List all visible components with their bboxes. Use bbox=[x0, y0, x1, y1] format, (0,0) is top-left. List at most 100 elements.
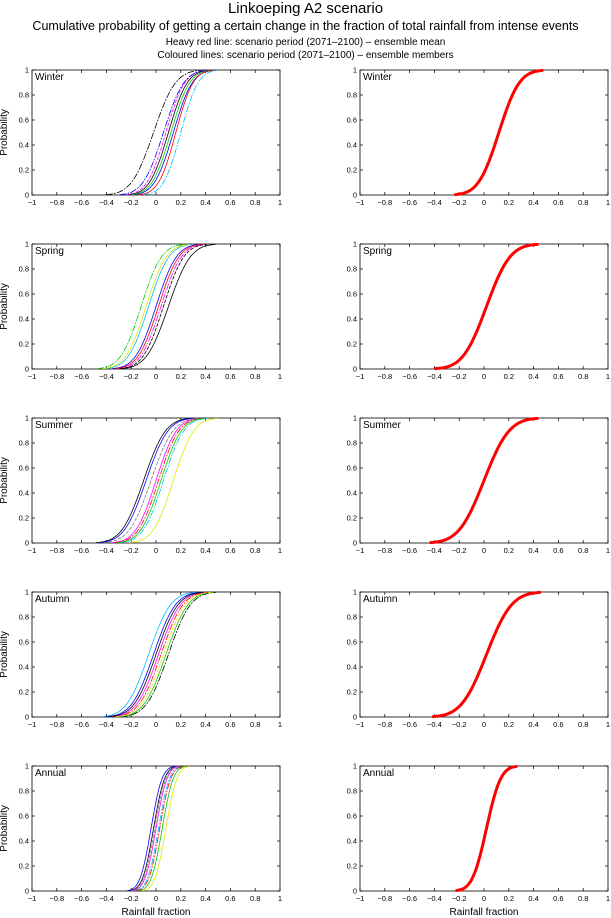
y-tick-label: 0.2 bbox=[19, 862, 29, 871]
member-line bbox=[138, 766, 187, 891]
x-tick-label: −1 bbox=[356, 372, 365, 381]
member-line bbox=[103, 417, 199, 543]
legend-note-members: Coloured lines: scenario period (2071–21… bbox=[157, 50, 454, 61]
x-tick-label: −0.6 bbox=[74, 546, 89, 555]
y-tick-label: 0.8 bbox=[19, 439, 29, 448]
member-line bbox=[114, 417, 203, 543]
x-tick-label: −0.8 bbox=[377, 546, 392, 555]
member-line bbox=[129, 417, 218, 543]
member-line bbox=[117, 243, 205, 370]
y-axis-label: Probability bbox=[0, 109, 10, 156]
season-label: Winter bbox=[35, 72, 65, 83]
y-tick-label: 0.6 bbox=[347, 116, 357, 125]
member-line bbox=[112, 243, 200, 370]
y-tick-label: 0.4 bbox=[347, 315, 357, 324]
x-tick-label: 0.6 bbox=[225, 546, 235, 555]
x-tick-label: 0.4 bbox=[200, 372, 210, 381]
member-line bbox=[115, 592, 212, 717]
x-tick-label: −0.4 bbox=[427, 546, 442, 555]
season-label: Summer bbox=[35, 420, 73, 431]
x-tick-label: 1 bbox=[278, 198, 282, 207]
subplot-spring-members: −1 −0.8 −0.6 −0.4 −0.2 0 0.2 0.4 0.6 0.8 1 0 0.2 0.4 0… bbox=[0, 240, 282, 382]
season-label: Winter bbox=[363, 72, 393, 83]
ensemble-mean-line bbox=[454, 68, 544, 197]
x-tick-label: 0.4 bbox=[200, 720, 210, 729]
x-tick-label: −0.8 bbox=[377, 720, 392, 729]
x-tick-label: 0.2 bbox=[176, 372, 186, 381]
page-subtitle: Cumulative probability of getting a cert… bbox=[32, 19, 579, 33]
x-tick-label: −0.2 bbox=[452, 372, 467, 381]
y-tick-label: 0 bbox=[353, 365, 357, 374]
x-tick-label: 0.2 bbox=[504, 198, 514, 207]
x-tick-label: −1 bbox=[28, 372, 37, 381]
x-tick-label: 0 bbox=[482, 720, 486, 729]
x-tick-label: 0.6 bbox=[225, 372, 235, 381]
x-tick-label: 0 bbox=[482, 546, 486, 555]
x-tick-label: 0 bbox=[154, 546, 158, 555]
y-tick-label: 0.8 bbox=[347, 91, 357, 100]
x-tick-label: −1 bbox=[356, 546, 365, 555]
x-tick-label: 0.4 bbox=[528, 720, 538, 729]
y-tick-label: 0.6 bbox=[347, 812, 357, 821]
member-line bbox=[119, 417, 208, 543]
season-label: Autumn bbox=[35, 594, 69, 605]
member-line bbox=[130, 70, 212, 195]
x-tick-label: −0.8 bbox=[49, 372, 64, 381]
y-tick-label: 0 bbox=[25, 713, 29, 722]
x-tick-label: −1 bbox=[28, 198, 37, 207]
member-line bbox=[119, 243, 208, 370]
x-tick-label: −0.2 bbox=[452, 720, 467, 729]
x-tick-label: 1 bbox=[606, 720, 610, 729]
x-tick-label: −0.4 bbox=[99, 894, 114, 903]
y-tick-label: 0.4 bbox=[19, 837, 29, 846]
x-tick-label: 0.2 bbox=[176, 546, 186, 555]
x-tick-label: −0.6 bbox=[74, 372, 89, 381]
y-axis-label: Probability bbox=[0, 805, 10, 852]
x-tick-label: 0.8 bbox=[250, 198, 260, 207]
y-tick-label: 0.2 bbox=[19, 688, 29, 697]
x-tick-label: −0.6 bbox=[74, 894, 89, 903]
y-tick-label: 0.6 bbox=[347, 464, 357, 473]
y-tick-label: 0.6 bbox=[19, 290, 29, 299]
x-tick-label: 0 bbox=[154, 372, 158, 381]
member-line bbox=[102, 243, 190, 370]
y-tick-label: 1 bbox=[25, 762, 29, 771]
member-line bbox=[134, 766, 183, 891]
x-tick-label: 0.4 bbox=[528, 198, 538, 207]
x-tick-label: 0.6 bbox=[225, 720, 235, 729]
plot-frame bbox=[359, 591, 609, 718]
member-line bbox=[96, 417, 192, 543]
x-tick-label: −1 bbox=[356, 894, 365, 903]
y-tick-label: 0.2 bbox=[347, 688, 357, 697]
x-tick-label: −0.4 bbox=[99, 720, 114, 729]
page-title: Linkoeping A2 scenario bbox=[227, 0, 384, 17]
x-tick-label: −0.2 bbox=[124, 720, 139, 729]
member-line bbox=[101, 592, 197, 717]
x-tick-label: 1 bbox=[606, 198, 610, 207]
y-tick-label: 1 bbox=[353, 240, 357, 249]
x-tick-label: −0.2 bbox=[452, 198, 467, 207]
y-tick-label: 0.8 bbox=[19, 613, 29, 622]
x-tick-label: −1 bbox=[28, 546, 37, 555]
x-tick-label: −1 bbox=[28, 894, 37, 903]
y-tick-label: 0 bbox=[25, 191, 29, 200]
y-tick-label: 0.2 bbox=[19, 514, 29, 523]
y-tick-label: 0.6 bbox=[19, 812, 29, 821]
x-tick-label: −0.2 bbox=[452, 894, 467, 903]
y-tick-label: 0.4 bbox=[19, 663, 29, 672]
x-tick-label: −0.2 bbox=[124, 894, 139, 903]
x-tick-label: −0.2 bbox=[124, 198, 139, 207]
ensemble-mean-line bbox=[429, 416, 539, 545]
y-tick-label: 0.6 bbox=[19, 638, 29, 647]
x-tick-label: 0.2 bbox=[504, 894, 514, 903]
y-tick-label: 0 bbox=[353, 887, 357, 896]
x-tick-label: −0.4 bbox=[427, 372, 442, 381]
subplot-spring-mean: −1 −0.8 −0.6 −0.4 −0.2 0 0.2 0.4 0.6 0.8 1 0 0.2 0.4 0… bbox=[347, 240, 611, 382]
x-tick-label: −0.4 bbox=[427, 198, 442, 207]
x-tick-label: −0.2 bbox=[124, 372, 139, 381]
y-tick-label: 0.2 bbox=[347, 166, 357, 175]
x-tick-label: 0.6 bbox=[225, 894, 235, 903]
y-tick-label: 1 bbox=[353, 66, 357, 75]
subplot-summer-members: −1 −0.8 −0.6 −0.4 −0.2 0 0.2 0.4 0.6 0.8 1 0 0.2 0.4 0… bbox=[0, 414, 282, 556]
